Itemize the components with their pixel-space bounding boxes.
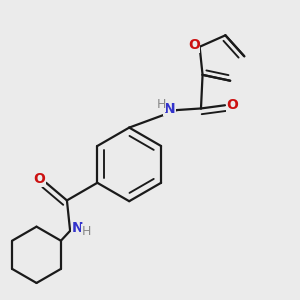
Text: N: N [164,102,175,116]
Text: O: O [33,172,45,186]
Text: N: N [71,220,83,235]
Text: H: H [156,98,166,111]
Text: H: H [81,225,91,238]
Text: O: O [188,38,200,52]
Text: O: O [227,98,239,112]
